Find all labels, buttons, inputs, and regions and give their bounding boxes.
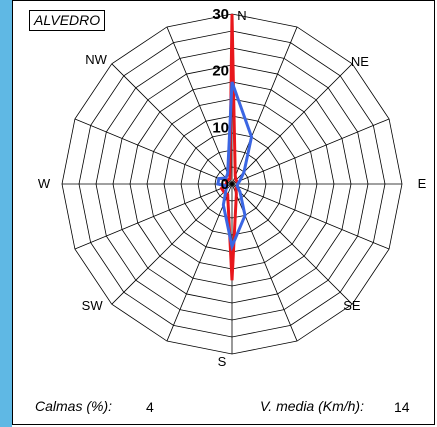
radial-tick-10: 10 (212, 119, 229, 136)
mean-speed-value: 14 (394, 399, 410, 415)
grid-spoke-wnw (74, 118, 233, 185)
grid-spoke-nw (111, 63, 233, 185)
station-name: ALVEDRO (29, 10, 106, 31)
grid-spoke-sse (231, 183, 298, 342)
grid-spoke-ssw (166, 183, 233, 342)
calms-value: 4 (146, 399, 154, 415)
chart-grid (61, 13, 403, 355)
radial-tick-labels: 0 10 20 30 (212, 6, 229, 193)
wind-rose-panel: N NE E SE S SW W NW 0 10 20 30 ALVEDRO Calmas (%):… (12, 0, 435, 425)
wind-rose-chart: N NE E SE S SW W NW 0 10 20 30 (38, 6, 427, 369)
direction-label-ne: NE (351, 54, 369, 69)
radial-tick-30: 30 (212, 6, 229, 23)
grid-spoke-ese (231, 183, 390, 250)
direction-label-se: SE (343, 298, 361, 313)
grid-spoke-nne (231, 26, 298, 185)
direction-label-s: S (218, 354, 227, 369)
grid-spoke-nnw (166, 26, 233, 185)
direction-labels: N NE E SE S SW W NW (38, 8, 427, 369)
grid-spoke-sw (111, 183, 233, 305)
direction-label-n: N (237, 8, 246, 23)
series-2-line (216, 81, 254, 252)
series-1-line (219, 13, 240, 281)
grid-spoke-ene (231, 118, 390, 185)
grid-spoke-wsw (74, 183, 233, 250)
radial-tick-0: 0 (221, 176, 229, 193)
grid-spoke-ne (231, 63, 353, 185)
direction-label-sw: SW (82, 298, 104, 313)
direction-label-nw: NW (85, 52, 107, 67)
calms-label: Calmas (%): (35, 398, 113, 414)
mean-speed-label: V. media (Km/h): (260, 398, 364, 414)
direction-label-w: W (38, 176, 51, 191)
side-bar (0, 0, 12, 427)
radial-tick-20: 20 (212, 63, 229, 80)
direction-label-e: E (418, 176, 427, 191)
grid-spoke-se (231, 183, 353, 305)
chart-series (216, 13, 254, 281)
